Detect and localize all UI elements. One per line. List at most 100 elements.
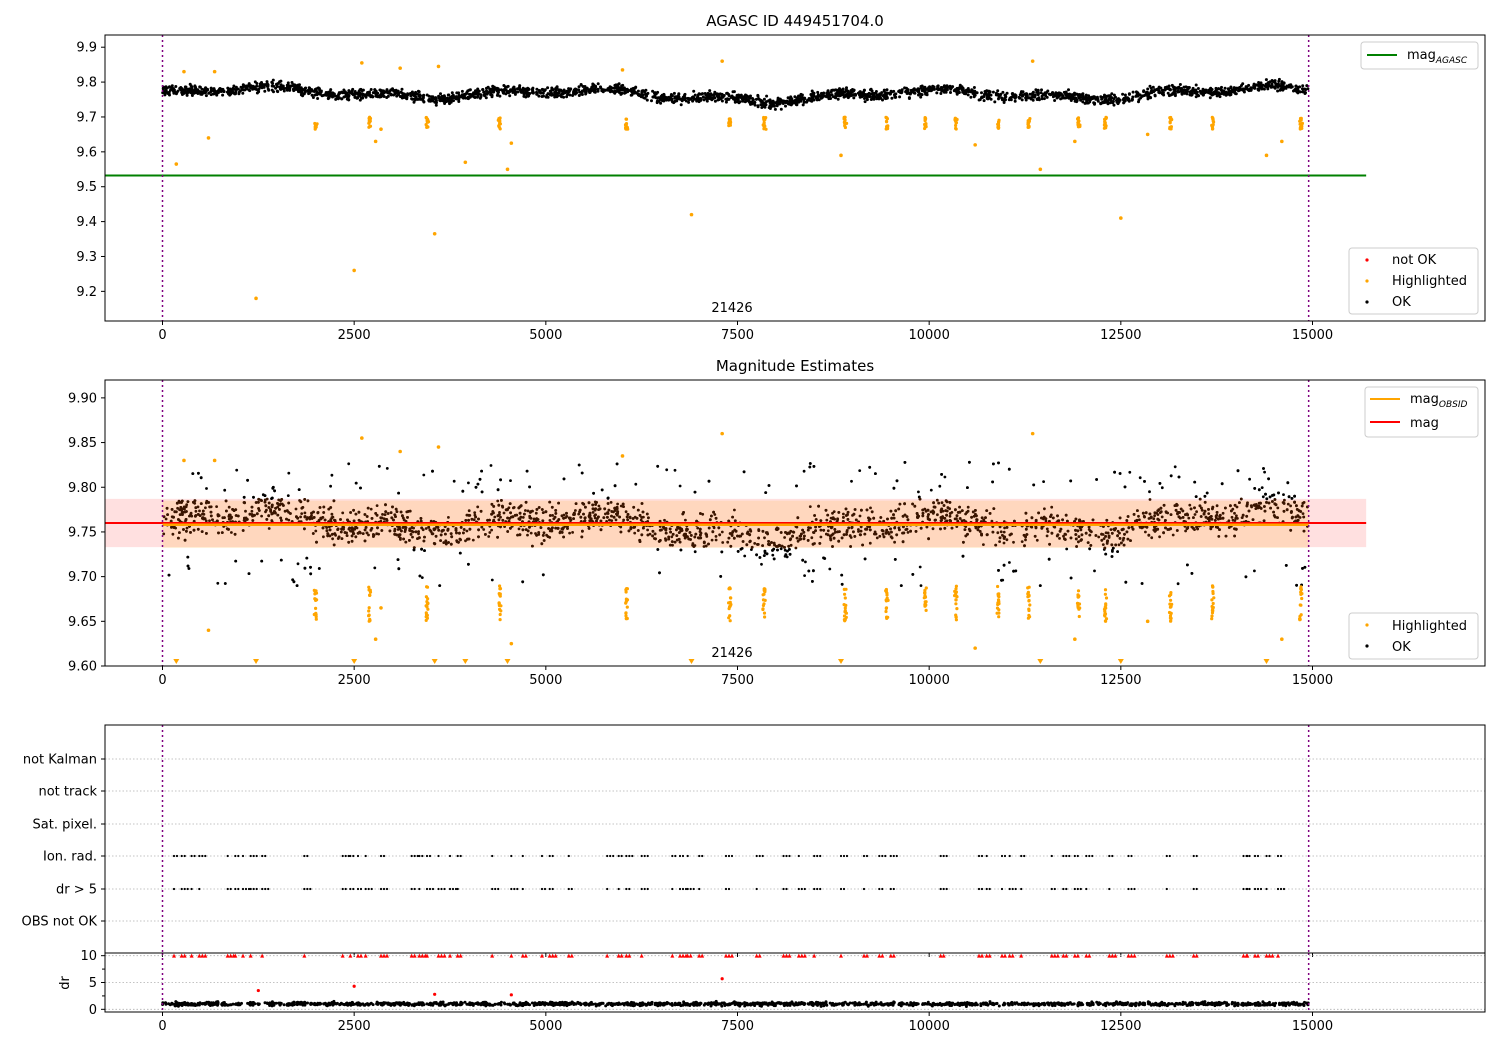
ok-point [1053, 99, 1057, 102]
ok-point [422, 94, 426, 98]
highlighted-point [884, 119, 889, 123]
ok-point [1118, 531, 1121, 535]
ok-point [411, 535, 414, 539]
ok-point [1138, 518, 1141, 522]
ok-point [168, 85, 171, 89]
highlighted-point [379, 127, 383, 131]
ok-point [749, 94, 752, 98]
ok-point [429, 99, 433, 103]
ok-point [1158, 535, 1161, 539]
ok-point [939, 92, 943, 95]
ok-point [836, 97, 840, 101]
ok-point [957, 86, 961, 90]
highlighted-point [728, 117, 732, 121]
ok-point [858, 95, 862, 99]
ok-point [1170, 83, 1174, 87]
ok-point [808, 505, 812, 508]
ok-point [826, 95, 830, 99]
ok-point [1093, 102, 1096, 106]
ok-point [828, 567, 832, 571]
ok-point [656, 96, 660, 100]
ok-point [812, 98, 816, 102]
x-tick-label: 5000 [529, 328, 562, 343]
ok-point [548, 89, 552, 93]
ok-point [479, 93, 483, 97]
ok-point [1269, 85, 1273, 89]
ok-point [209, 86, 213, 90]
ok-point [1196, 87, 1200, 90]
ok-point [757, 97, 761, 101]
ok-point [1127, 97, 1131, 101]
ok-point [761, 103, 765, 107]
ok-point [193, 84, 197, 88]
ok-point [312, 90, 316, 93]
ok-point [457, 97, 461, 101]
ok-point [878, 92, 882, 96]
ok-point [422, 100, 426, 104]
ok-point [247, 88, 251, 92]
ok-point [218, 89, 222, 93]
ok-point [234, 85, 238, 89]
ok-point [1021, 90, 1025, 94]
ok-point [683, 93, 686, 97]
ok-point [526, 533, 529, 537]
ok-point [1185, 92, 1189, 96]
ok-point [670, 535, 674, 539]
legend-label-not-ok: not OK [1392, 253, 1437, 268]
highlighted-point [1119, 216, 1123, 220]
ok-point [1086, 101, 1090, 105]
ok-point [540, 87, 544, 91]
ok-point [161, 87, 165, 91]
highlighted-point [498, 127, 502, 131]
ok-point [1217, 91, 1221, 95]
ok-point [651, 95, 655, 99]
ok-point [1289, 504, 1292, 508]
highlighted-point [505, 167, 510, 172]
ok-point [718, 92, 722, 96]
ok-point [1214, 86, 1218, 90]
ok-point [1082, 95, 1086, 99]
ok-point [521, 516, 525, 519]
highlighted-point [727, 121, 731, 125]
ok-point [1104, 99, 1107, 103]
highlighted-point [923, 126, 927, 131]
ok-point [460, 89, 464, 93]
ok-point [223, 488, 227, 492]
ok-point [1281, 85, 1285, 89]
ok-point [1270, 83, 1274, 87]
ok-point [825, 91, 829, 95]
ok-point [720, 99, 724, 103]
ok-point [932, 85, 936, 89]
ok-point [735, 100, 739, 104]
ok-point [399, 538, 402, 541]
ok-point [317, 87, 321, 91]
ok-point [935, 91, 939, 95]
ok-point [1245, 85, 1249, 89]
ok-point [198, 509, 201, 513]
ok-point [205, 487, 208, 490]
ok-point [233, 92, 237, 96]
ok-point [644, 88, 648, 92]
ok-point [286, 81, 290, 85]
panel-magnitude-estimates: Magnitude Estimates 0 2500 5000 7500 10000 12… [68, 357, 1486, 688]
ok-point [277, 498, 281, 502]
ok-point [633, 531, 637, 535]
ok-point [314, 529, 318, 533]
ok-point [369, 507, 373, 511]
ok-point [1020, 98, 1024, 102]
ok-point [168, 93, 171, 97]
ok-point [492, 85, 496, 89]
ok-point [1059, 97, 1063, 101]
ok-point [1008, 561, 1011, 564]
highlighted-point [1076, 125, 1080, 129]
ok-point [306, 89, 310, 93]
y-tick-label: 9.8 [76, 76, 97, 91]
ok-point [467, 481, 470, 485]
ok-point [653, 91, 657, 95]
panel-1-title: AGASC ID 449451704.0 [706, 12, 884, 30]
ok-point [701, 95, 705, 99]
ok-point [506, 84, 510, 88]
ok-point [925, 91, 929, 95]
ok-point [1283, 498, 1286, 502]
ok-point [331, 537, 334, 541]
